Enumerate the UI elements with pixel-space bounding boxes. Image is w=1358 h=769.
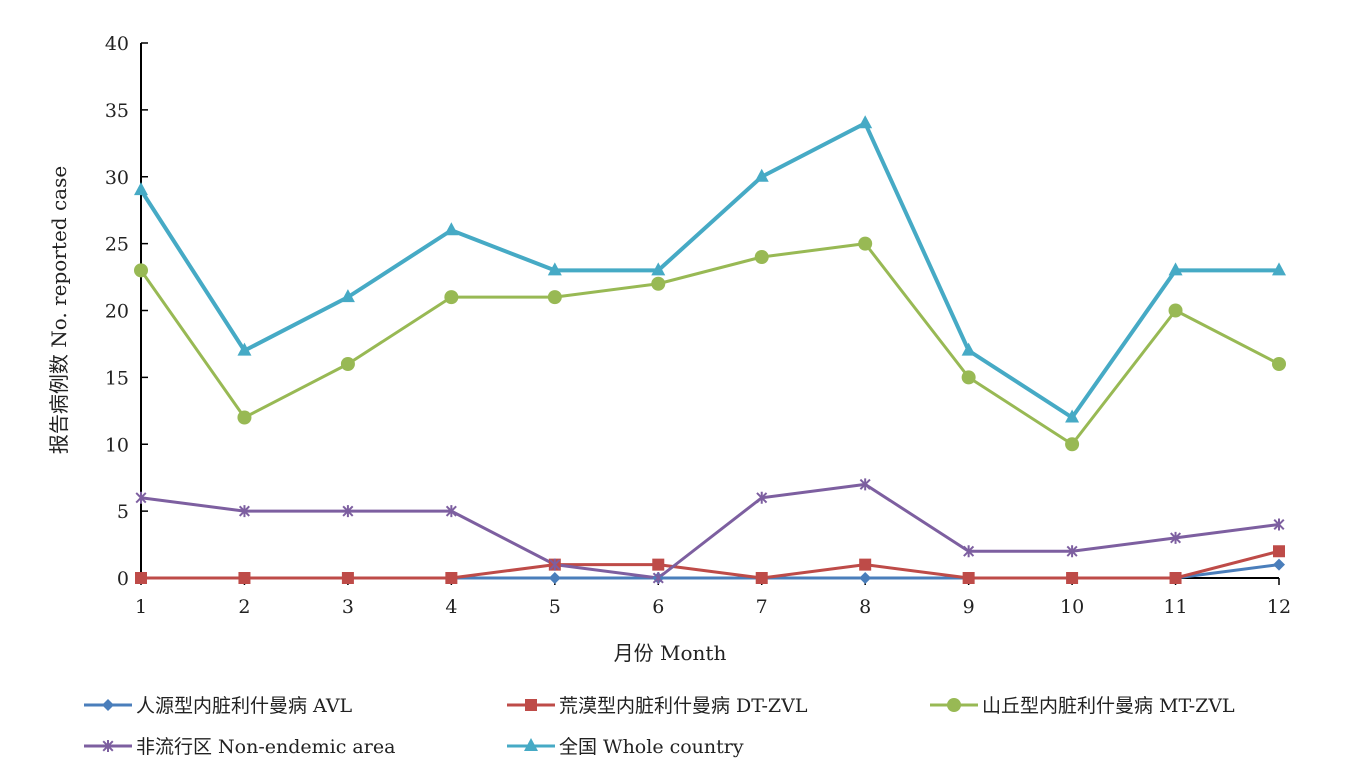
data-point-series-3 [858,236,873,251]
data-point-series-5 [754,168,769,182]
legend-item: 全国 Whole country [507,736,744,758]
y-tick-label: 15 [105,367,129,389]
data-point-series-4 [238,505,250,518]
data-point-series-2 [1273,545,1285,558]
data-point-series-4 [963,545,975,558]
series-line-3 [139,242,1280,446]
data-point-series-2 [962,572,975,584]
data-point-series-2 [238,572,251,584]
legend-item: 荒漠型内脏利什曼病 DT-ZVL [507,695,808,717]
y-tick-label: 30 [105,167,129,189]
data-point-series-5 [961,342,976,356]
series-lines [139,121,1280,580]
legend-swatch-marker [947,698,961,712]
y-tick-label: 25 [105,234,129,256]
data-point-series-1 [548,572,561,584]
legend-swatch-marker [102,699,114,711]
y-tick-label: 5 [117,501,129,523]
x-tick-label: 1 [135,596,147,618]
data-point-series-4 [756,491,768,504]
data-point-series-3 [754,250,769,264]
data-point-series-5 [444,222,459,236]
y-axis-title: 报告病例数 No. reported case [47,166,71,454]
data-point-series-2 [1066,572,1079,584]
data-point-series-1 [859,572,872,584]
legend-label: 非流行区 Non-endemic area [136,736,395,758]
data-point-series-2 [135,572,147,584]
x-tick-label: 3 [342,596,354,618]
legend-label: 荒漠型内脏利什曼病 DT-ZVL [559,695,808,717]
data-point-series-2 [755,572,768,584]
x-tick-label: 11 [1163,596,1187,618]
data-point-series-4 [445,505,457,518]
series-markers [134,115,1286,584]
data-point-series-5 [340,289,355,303]
data-point-series-4 [859,478,871,491]
legend: 人源型内脏利什曼病 AVL 荒漠型内脏利什曼病 DT-ZVL 山丘型内脏利什曼病 M… [84,695,1235,758]
x-tick-label: 4 [445,596,457,618]
data-point-series-2 [445,572,458,584]
data-point-series-5 [1065,409,1080,423]
data-point-series-5 [134,182,148,196]
data-point-series-5 [1168,262,1183,276]
data-point-series-5 [858,115,873,129]
data-point-series-2 [652,558,665,571]
data-point-series-3 [444,290,459,305]
data-point-series-3 [340,357,355,371]
data-point-series-4 [652,572,664,584]
y-tick-label: 40 [105,33,129,55]
legend-item: 人源型内脏利什曼病 AVL [84,695,353,717]
data-point-series-4 [1066,545,1078,558]
x-tick-label: 6 [652,596,664,618]
data-point-series-3 [1168,303,1183,318]
legend-item: 非流行区 Non-endemic area [84,736,395,758]
data-point-series-4 [549,558,561,571]
legend-swatch-marker [524,738,538,751]
data-point-series-3 [651,276,666,291]
data-point-series-4 [1273,518,1285,531]
x-tick-label: 9 [963,596,975,618]
series-line-2 [141,549,1280,580]
data-point-series-1 [1273,558,1285,571]
data-point-series-3 [237,410,252,425]
x-tick-label: 2 [238,596,250,618]
y-tick-label: 0 [117,568,129,590]
data-point-series-3 [134,263,148,278]
x-tick-label: 7 [756,596,768,618]
data-point-series-3 [1272,357,1286,371]
x-tick-label: 10 [1060,596,1084,618]
legend-label: 山丘型内脏利什曼病 MT-ZVL [982,695,1235,717]
legend-swatch-marker [525,699,537,711]
data-point-series-5 [547,262,562,276]
x-tick-label: 12 [1267,596,1291,618]
y-tick-label: 35 [105,100,129,122]
data-point-series-5 [1272,262,1286,276]
x-tick-label: 5 [549,596,561,618]
data-point-series-3 [547,290,562,305]
series-line-4 [140,482,1280,580]
legend-item: 山丘型内脏利什曼病 MT-ZVL [930,695,1235,717]
x-tick-label: 8 [859,596,871,618]
data-point-series-2 [859,558,872,571]
data-point-series-4 [1170,531,1182,544]
legend-label: 全国 Whole country [559,736,744,758]
data-point-series-2 [1169,572,1182,584]
data-point-series-4 [135,491,147,504]
data-point-series-3 [961,370,976,385]
data-point-series-3 [1065,437,1080,452]
data-point-series-4 [342,505,354,518]
y-tick-label: 10 [105,434,129,456]
data-point-series-5 [237,342,252,356]
x-axis-title: 月份 Month [614,641,727,665]
legend-swatch-marker [102,740,114,752]
y-tick-label: 20 [105,301,129,323]
legend-label: 人源型内脏利什曼病 AVL [136,695,353,717]
series-line-5 [139,121,1279,420]
data-point-series-5 [651,262,666,276]
data-point-series-2 [341,572,354,584]
